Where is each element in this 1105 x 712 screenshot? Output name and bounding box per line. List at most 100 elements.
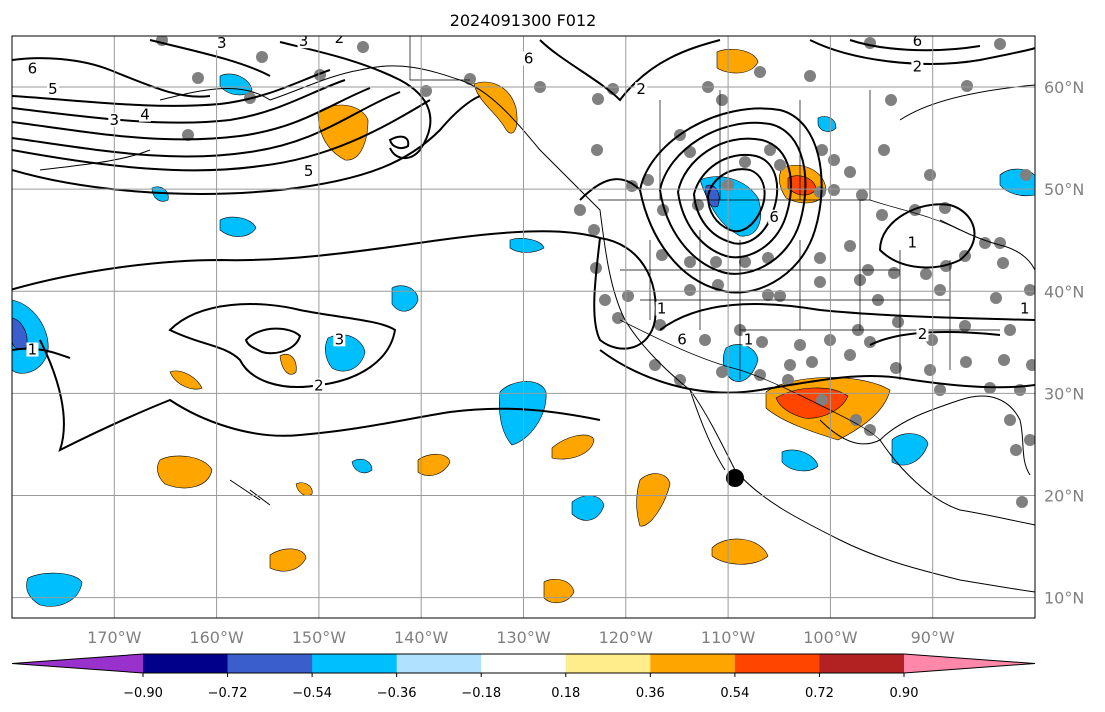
contour-label: 3 [217,34,227,52]
contour-line [659,303,1035,331]
contour-label: 3 [299,32,309,50]
contour-label-backdrop [522,51,535,66]
colorbar-segment [227,654,313,673]
latitude-labels: 60°N 50°N 40°N 30°N 20°N 10°N [1044,78,1084,608]
anomaly-blob [636,473,671,527]
lat-tick-label: 40°N [1044,282,1084,301]
colorbar-tick-label: 0.54 [720,686,749,701]
station-dot [784,359,796,371]
lat-tick-label: 50°N [1044,180,1084,199]
colorbar-tick-label: −0.72 [208,686,248,701]
contour-line [638,107,823,294]
anomaly-blob [151,186,169,202]
anomaly-blob [279,353,297,375]
station-dot [592,93,604,105]
anomaly-blob [551,434,595,460]
contour-label-backdrop [1018,301,1031,316]
figure-title: 2024091300 F012 [450,11,597,30]
contour-label-backdrop [768,209,781,224]
station-dot [864,424,876,436]
anomaly-blob [711,538,769,565]
station-dot [756,336,768,348]
station-dot [674,374,686,386]
station-dot [864,336,876,348]
contour-line [244,327,302,355]
contour-label-backdrop [916,327,929,342]
station-dot [782,374,794,386]
station-dot [844,240,856,252]
border-line [409,36,470,81]
colorbar-tick-label: 0.90 [890,686,919,701]
border-line [619,319,881,441]
station-dot [649,359,661,371]
contour-label: 2 [636,80,646,98]
contour-label: 2 [918,325,928,343]
contour-line [39,339,601,452]
anomaly-blob [571,495,605,521]
contour-line [809,39,1035,65]
station-dot [892,316,904,328]
station-dot [926,334,938,346]
colorbar-extend-max [904,654,1035,673]
anomaly-blob [317,104,369,161]
coastlines [39,65,1035,593]
anomaly-blob [157,455,213,489]
contour-line [599,349,1035,394]
station-dot [994,237,1006,249]
station-dot [684,284,696,296]
station-dot [1010,444,1022,456]
lon-tick-label: 130°W [496,628,551,647]
contour-label: 3 [110,111,120,129]
colorbar-tick-label: 0.18 [551,686,580,701]
station-dot [828,184,840,196]
station-dot [1024,434,1035,446]
station-dot [920,268,932,280]
contour-line [539,39,721,102]
colorbar-segment [143,654,229,673]
station-dot [1026,359,1035,371]
station-dot [997,257,1009,269]
lon-tick-label: 110°W [701,628,756,647]
station-dot [994,38,1006,50]
station-dot [182,129,194,141]
colorbar-segment [734,654,820,673]
contour-line [878,203,976,269]
colorbar-extend-min [12,654,143,673]
contour-label-backdrop [302,163,315,178]
contour-label-backdrop [911,59,924,74]
contour-line [388,135,410,149]
contour-label: 6 [913,32,923,50]
anomaly-blob [499,381,547,446]
station-dot [1004,324,1016,336]
colorbar-tick-labels: −0.90 −0.72 −0.54 −0.36 −0.18 0.18 0.36 0.54 0.7… [123,673,918,701]
lon-tick-label: 150°W [292,628,347,647]
station-dot [357,41,369,53]
station-dot [574,204,586,216]
lat-tick-label: 30°N [1044,384,1084,403]
station-dot [828,154,840,166]
station-dot [990,292,1002,304]
storm-center-marker [726,469,744,487]
station-dot [256,51,268,63]
station-dot [612,312,624,324]
contour-label-backdrop [26,61,39,76]
anomaly-blob [509,238,545,253]
contour-label: 5 [48,80,58,98]
contour-label-backdrop [742,332,755,347]
colorbar-segment [650,654,736,673]
contour-line [849,39,981,52]
station-dot [934,284,946,296]
contour-line [12,91,401,158]
coastline [879,439,1035,526]
contour-label: 1 [28,341,38,359]
lon-tick-label: 160°W [189,628,244,647]
border-line [620,269,1000,331]
lon-tick-label: 170°W [87,628,142,647]
station-dot [934,384,946,396]
contour-line [12,95,481,195]
station-dot [710,256,722,268]
contour-label-backdrop [215,36,228,51]
anomaly-blob [781,449,819,472]
